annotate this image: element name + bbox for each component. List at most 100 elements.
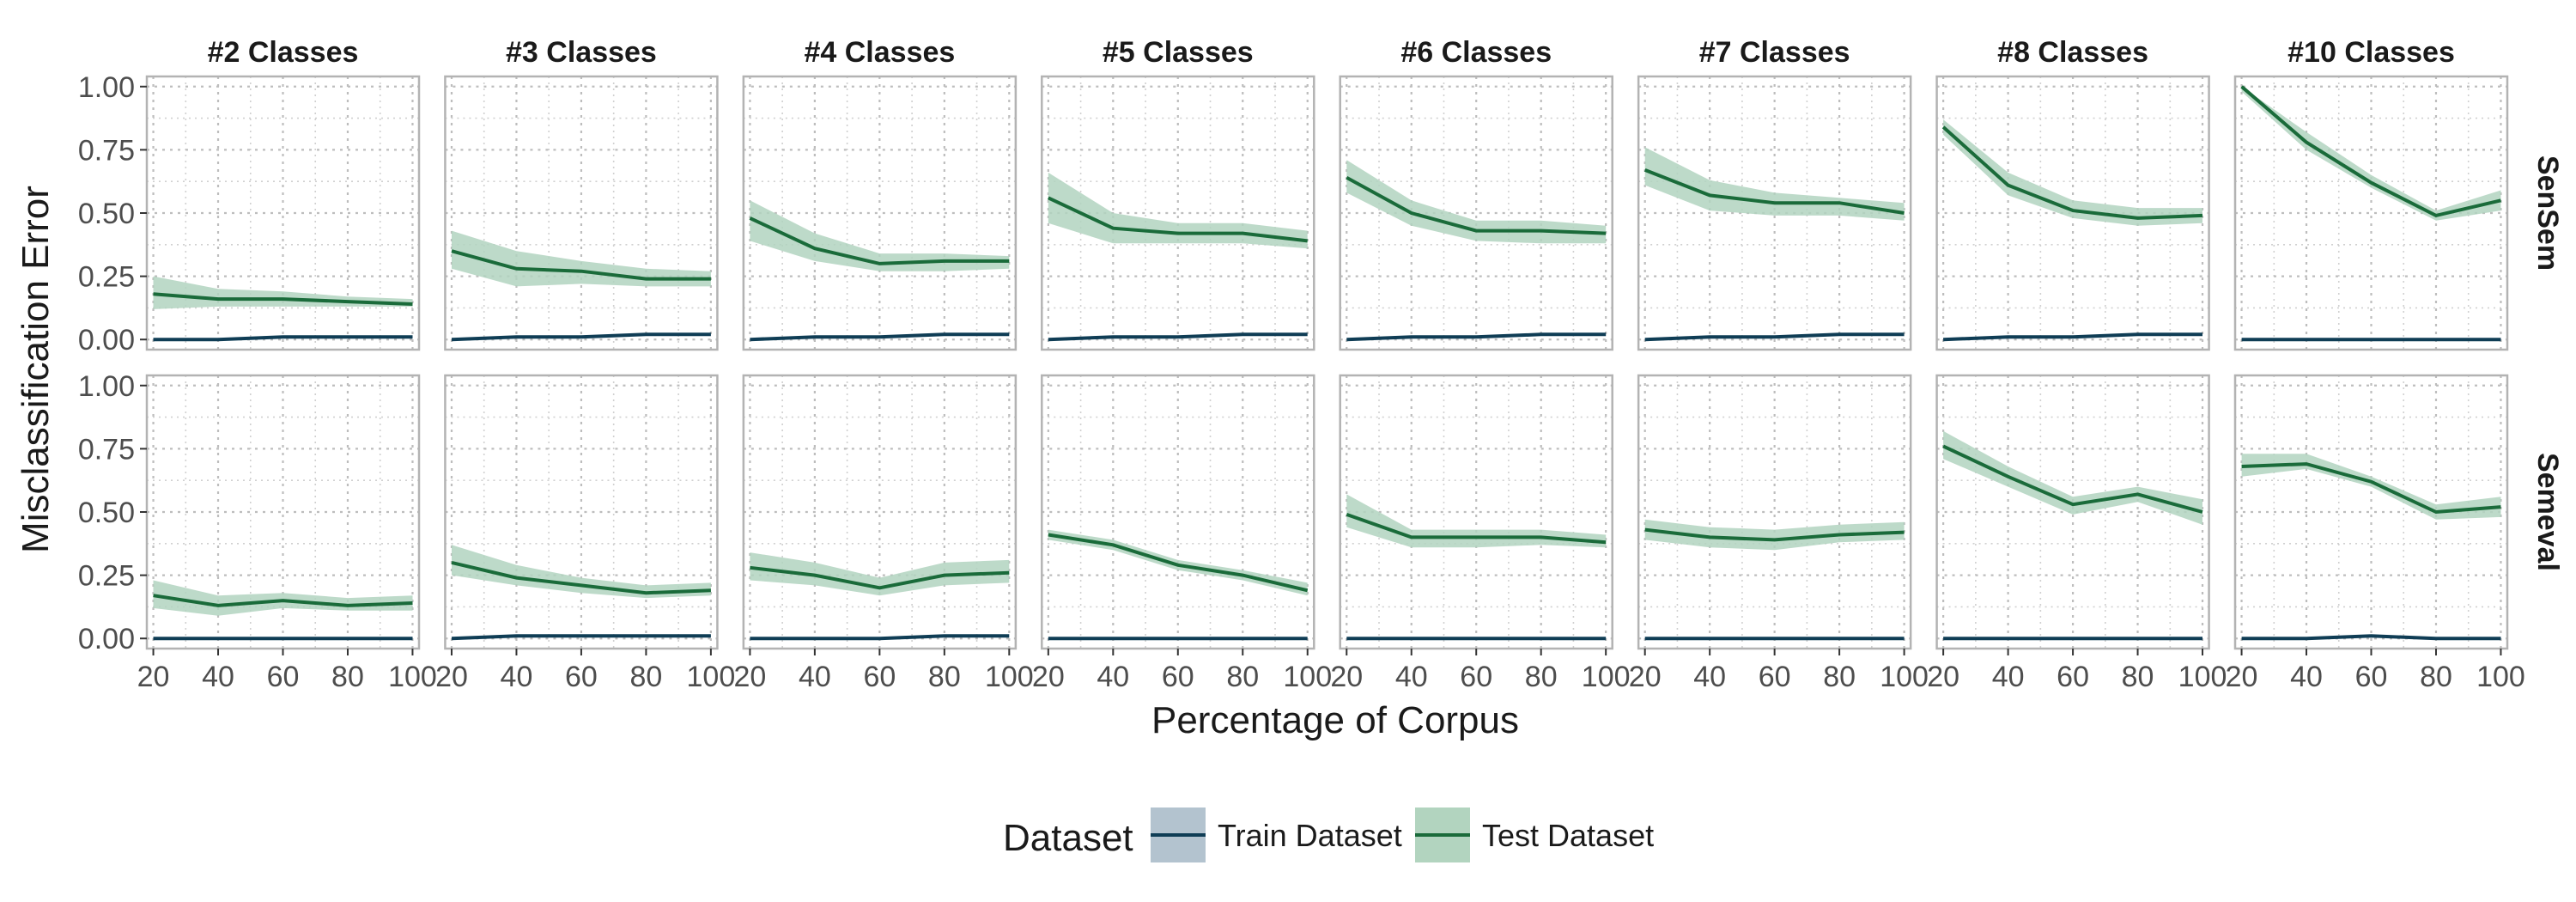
panel-sensem-6: #7 Classes — [1637, 36, 1912, 351]
panel-semeval-8: 20 40 60 80 100 — [2226, 374, 2525, 693]
x-tick-label: 100 — [985, 661, 1034, 693]
y-tick-label: 1.00 — [78, 370, 135, 403]
train-dataset-line — [1346, 332, 1607, 342]
panel-border — [1339, 75, 1613, 351]
y-tick-label: 0.50 — [78, 497, 135, 529]
facet-row-label: SenSem — [2531, 155, 2564, 271]
facet-strip-label: #3 Classes — [506, 36, 657, 69]
x-tick-label: 60 — [2057, 661, 2089, 693]
train-dataset-line — [1048, 332, 1308, 342]
train-dataset-line — [750, 332, 1010, 342]
facet-strip-label: #4 Classes — [804, 36, 955, 69]
test-confidence-band — [452, 545, 711, 599]
test-confidence-band — [1346, 160, 1607, 244]
panel-semeval-4: 20 40 60 80 100 — [1032, 374, 1332, 693]
x-tick-label: 20 — [1629, 661, 1662, 693]
test-dataset-line — [750, 565, 1010, 590]
x-tick-label: 20 — [1032, 661, 1065, 693]
x-tick-label: 60 — [2355, 661, 2388, 693]
panel-semeval-3: 20 40 60 80 100 — [733, 374, 1034, 693]
x-tick-label: 100 — [2178, 661, 2227, 693]
x-tick-label: 20 — [435, 661, 468, 693]
panel-border — [742, 75, 1018, 351]
x-tick-label: 60 — [1162, 661, 1194, 693]
y-tick-label: 0.50 — [78, 198, 135, 230]
x-tick-label: 60 — [267, 661, 300, 693]
facet-panels: #2 Classes 0.00 0.25 0.50 0.75 1.00 #3 Classes… — [78, 36, 2564, 693]
facet-row-label: Semeval — [2531, 453, 2564, 571]
x-tick-label: 60 — [1759, 661, 1791, 693]
train-dataset-line — [153, 335, 413, 342]
x-tick-label: 100 — [687, 661, 736, 693]
panel-sensem-8: #10 Classes — [2233, 36, 2509, 351]
train-dataset-line — [1644, 332, 1905, 342]
x-tick-label: 80 — [2122, 661, 2154, 693]
test-dataset-line — [1942, 444, 2203, 514]
x-tick-label: 60 — [1460, 661, 1492, 693]
panel-sensem-3: #4 Classes — [742, 36, 1018, 351]
y-tick-label: 0.25 — [78, 261, 135, 294]
test-dataset-line — [451, 249, 711, 281]
train-dataset-line — [750, 634, 1010, 641]
x-tick-label: 60 — [863, 661, 896, 693]
test-dataset-line — [451, 560, 711, 595]
panel-sensem-4: #5 Classes — [1041, 36, 1315, 351]
test-confidence-band — [2241, 454, 2501, 520]
panel-semeval-2: 20 40 60 80 100 — [435, 374, 736, 693]
x-tick-label: 80 — [331, 661, 364, 693]
x-tick-label: 80 — [2420, 661, 2452, 693]
panel-semeval-7: 20 40 60 80 100 — [1927, 374, 2227, 693]
test-confidence-band — [1346, 494, 1607, 548]
panel-semeval-5: 20 40 60 80 100 — [1330, 374, 1631, 693]
legend: Dataset Train Dataset Test Dataset — [1003, 808, 1654, 862]
y-tick-label: 0.25 — [78, 560, 135, 593]
panel-sensem-5: #6 Classes — [1339, 36, 1613, 351]
y-tick-label: 0.00 — [78, 324, 135, 357]
test-dataset-line — [1941, 125, 2203, 220]
test-dataset-line — [1346, 513, 1607, 545]
legend-title: Dataset — [1003, 817, 1133, 859]
x-tick-label: 100 — [1283, 661, 1332, 693]
test-dataset-line — [2241, 462, 2501, 515]
test-dataset-line — [1644, 527, 1905, 542]
y-tick-label: 0.75 — [78, 134, 135, 167]
test-dataset-line — [1048, 533, 1309, 593]
y-tick-label: 0.00 — [78, 623, 135, 655]
panel-border — [1041, 75, 1315, 351]
panel-semeval-6: 20 40 60 80 100 — [1629, 374, 1929, 693]
test-dataset-line — [1643, 168, 1905, 215]
facet-strip-label: #7 Classes — [1699, 36, 1850, 69]
y-tick-label: 1.00 — [78, 71, 135, 104]
x-tick-label: 40 — [202, 661, 234, 693]
panel-sensem-1: #2 Classes 0.00 0.25 0.50 0.75 1.00 — [78, 36, 421, 357]
test-confidence-band — [1943, 430, 2202, 525]
x-tick-label: 100 — [2476, 661, 2525, 693]
x-axis-title: Percentage of Corpus — [1151, 699, 1519, 741]
train-dataset-line — [2241, 634, 2501, 641]
panel-border — [2233, 75, 2509, 351]
x-tick-label: 40 — [2290, 661, 2323, 693]
x-tick-label: 80 — [928, 661, 961, 693]
panel-border — [1637, 75, 1912, 351]
x-tick-label: 40 — [1693, 661, 1726, 693]
test-dataset-line — [2240, 85, 2501, 218]
facet-strip-label: #2 Classes — [208, 36, 359, 69]
x-tick-label: 20 — [1330, 661, 1363, 693]
test-confidence-band — [750, 200, 1010, 271]
facet-strip-label: #6 Classes — [1400, 36, 1552, 69]
x-tick-label: 80 — [629, 661, 662, 693]
x-tick-label: 40 — [1992, 661, 2025, 693]
test-confidence-band — [750, 552, 1010, 596]
x-tick-label: 100 — [1880, 661, 1929, 693]
x-tick-label: 20 — [1927, 661, 1959, 693]
x-tick-label: 60 — [565, 661, 598, 693]
x-tick-label: 100 — [388, 661, 437, 693]
legend-label-train: Train Dataset — [1218, 818, 1402, 853]
x-tick-label: 40 — [501, 661, 533, 693]
train-dataset-line — [451, 634, 711, 641]
legend-label-test: Test Dataset — [1482, 818, 1654, 853]
x-tick-label: 40 — [1395, 661, 1428, 693]
train-dataset-line — [1943, 332, 2202, 342]
panel-border — [1935, 75, 2210, 351]
